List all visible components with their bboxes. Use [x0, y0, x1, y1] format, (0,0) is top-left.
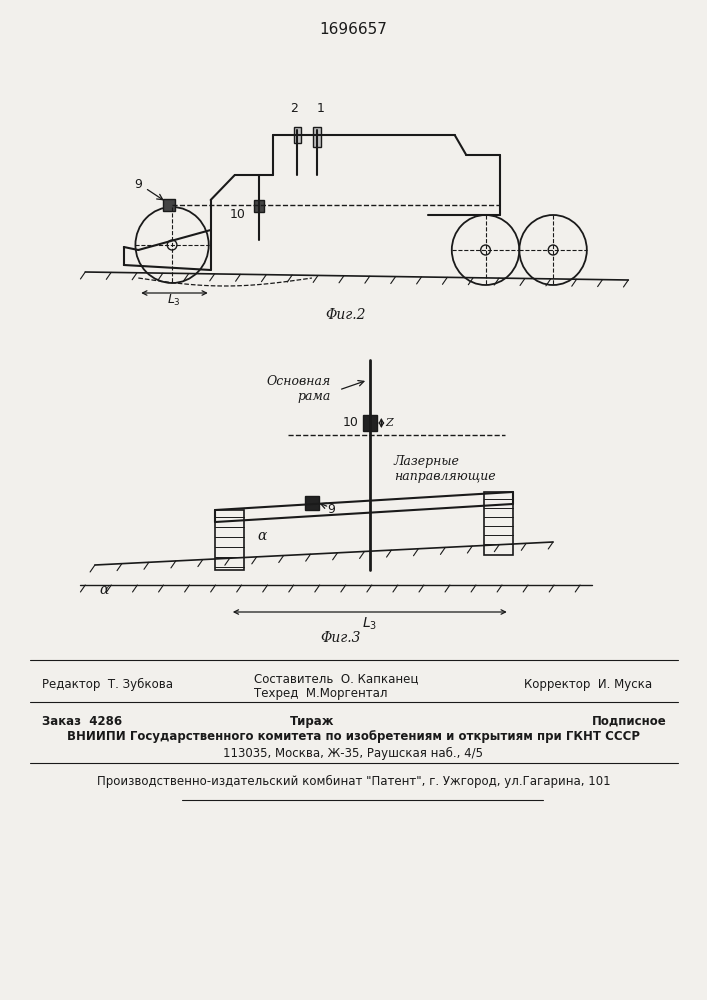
Text: Лазерные
направляющие: Лазерные направляющие [394, 455, 496, 483]
Text: $L_3$: $L_3$ [167, 292, 181, 308]
Text: ВНИИПИ Государственного комитета по изобретениям и открытиям при ГКНТ СССР: ВНИИПИ Государственного комитета по изоб… [67, 730, 640, 743]
Text: Корректор  И. Муска: Корректор И. Муска [524, 678, 653, 691]
Text: $L_3$: $L_3$ [362, 616, 378, 632]
Bar [484, 492, 513, 555]
Text: Основная
рама: Основная рама [267, 375, 331, 403]
Text: 113035, Москва, Ж-35, Раушская наб., 4/5: 113035, Москва, Ж-35, Раушская наб., 4/5 [223, 747, 484, 760]
Text: 9: 9 [327, 503, 335, 516]
Text: 2: 2 [290, 102, 298, 114]
Text: Φиг.3: Φиг.3 [320, 631, 361, 645]
Text: 10: 10 [230, 209, 245, 222]
Bar [293, 127, 301, 143]
Text: Подписное: Подписное [592, 715, 667, 728]
Text: Составитель  О. Капканец: Составитель О. Капканец [254, 672, 419, 685]
Bar [216, 510, 245, 570]
Text: Тираж: Тираж [290, 715, 334, 728]
Text: Z: Z [385, 418, 393, 428]
Text: Заказ  4286: Заказ 4286 [42, 715, 122, 728]
Bar [254, 200, 264, 212]
Text: Φиг.2: Φиг.2 [325, 308, 366, 322]
Text: 10: 10 [343, 416, 358, 430]
Text: Редактор  Т. Зубкова: Редактор Т. Зубкова [42, 678, 173, 691]
Text: α: α [257, 529, 267, 543]
Text: α: α [100, 583, 110, 597]
Bar [163, 199, 175, 211]
Bar [305, 496, 319, 510]
Bar [363, 415, 377, 431]
Text: Производственно-издательский комбинат "Патент", г. Ужгород, ул.Гагарина, 101: Производственно-издательский комбинат "П… [97, 775, 610, 788]
Text: 9: 9 [134, 178, 142, 192]
Bar [313, 127, 320, 147]
Text: 1: 1 [317, 102, 325, 114]
Text: 1696657: 1696657 [320, 22, 387, 37]
Text: Техред  М.Моргентал: Техред М.Моргентал [254, 687, 387, 700]
